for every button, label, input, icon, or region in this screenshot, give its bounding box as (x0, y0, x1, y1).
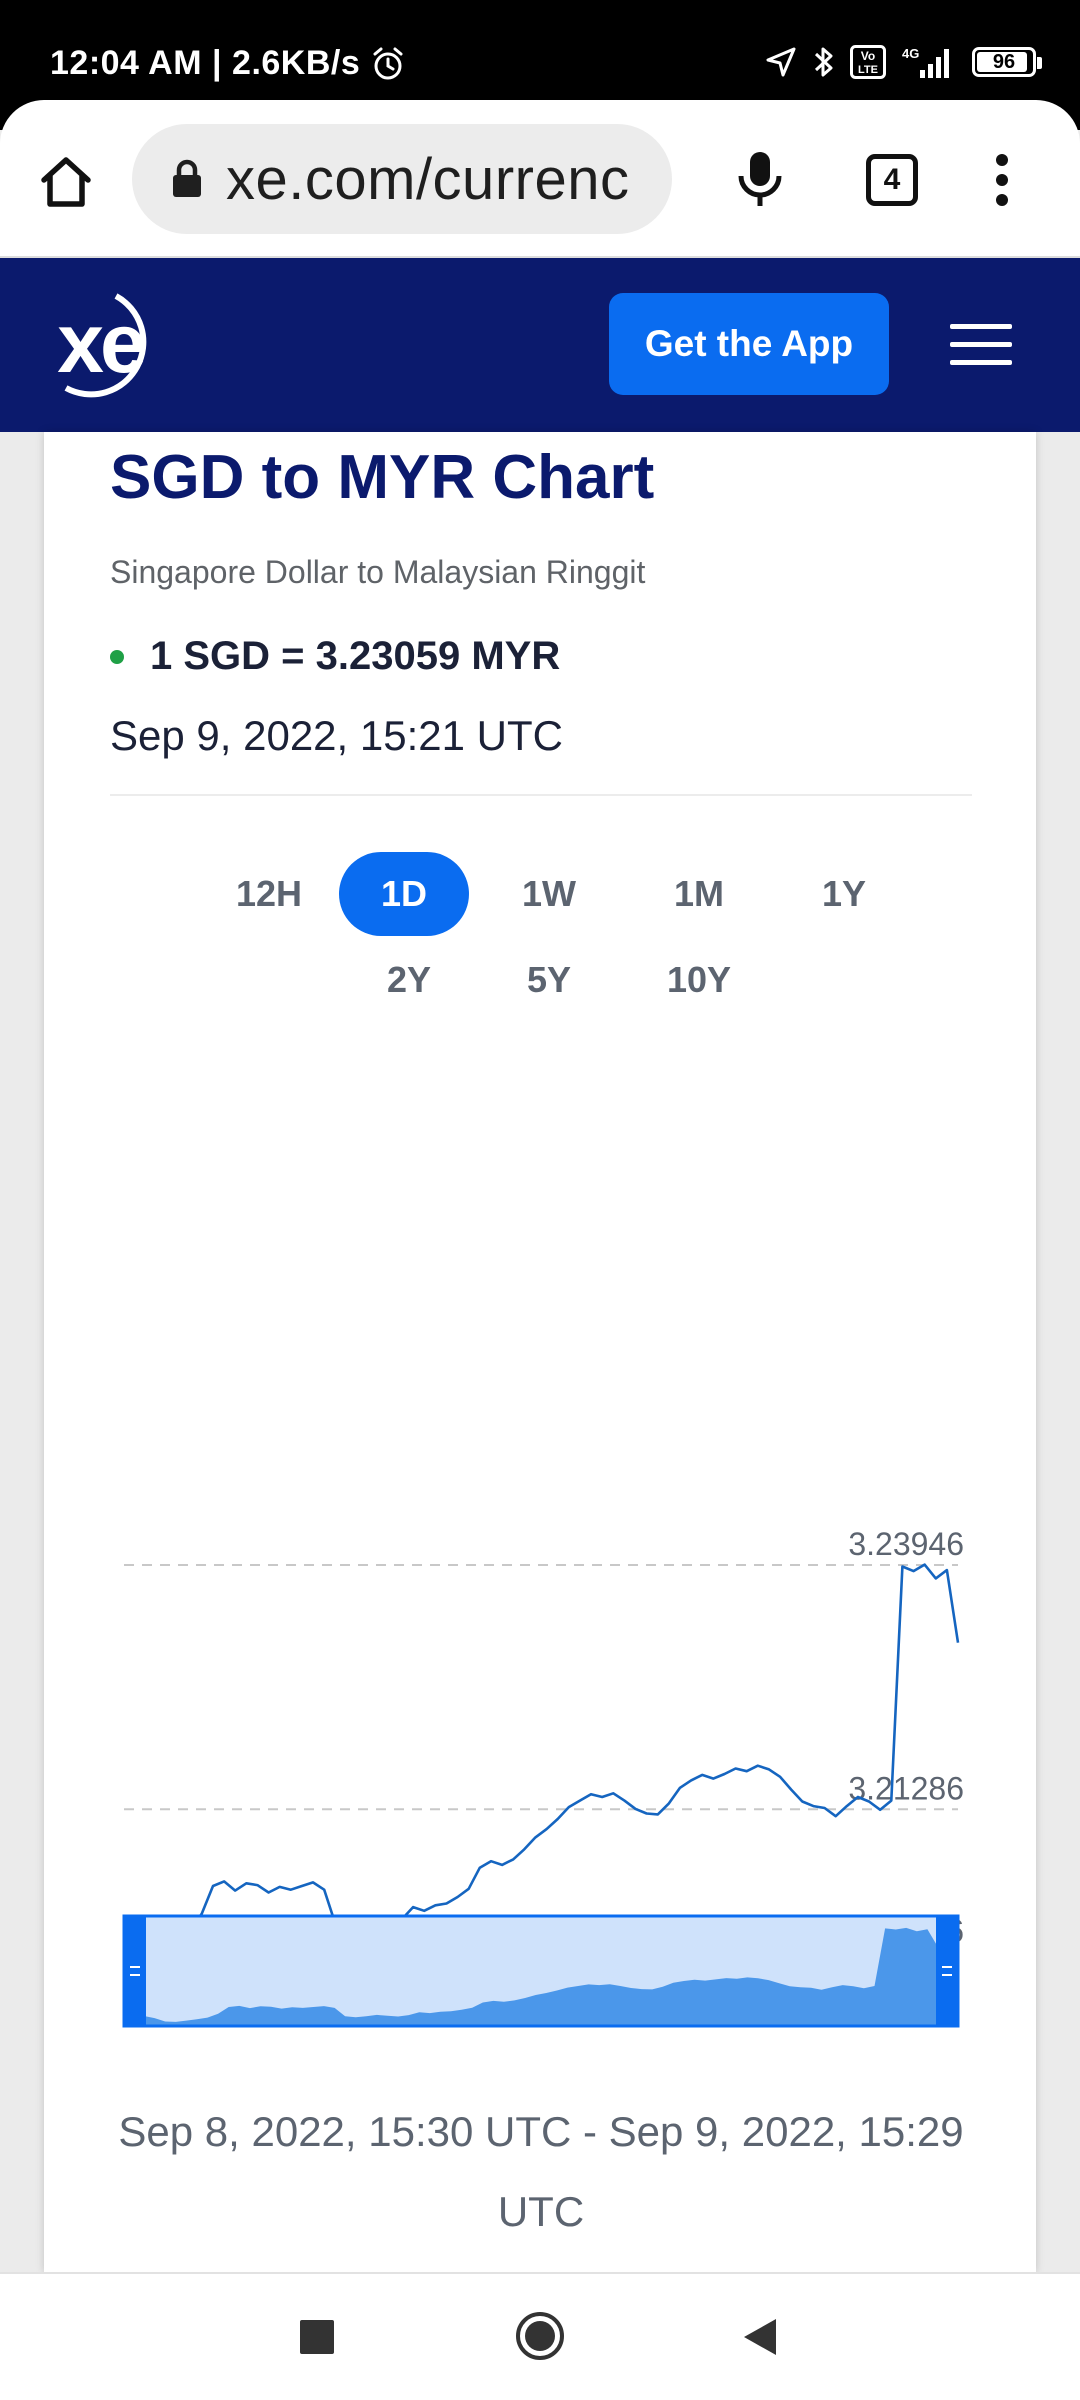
location-icon (766, 47, 796, 77)
hamburger-line (950, 324, 1012, 329)
chart-date-range: Sep 8, 2022, 15:30 UTC - Sep 9, 2022, 15… (118, 2108, 964, 2235)
battery-icon: 96 (972, 47, 1042, 77)
chart-grid (124, 1564, 958, 1811)
hamburger-line (950, 360, 1012, 365)
lock-icon (173, 159, 201, 197)
alarm-icon (373, 47, 403, 79)
home-icon[interactable] (36, 152, 96, 212)
status-time: 12:04 AM (50, 44, 203, 82)
home-circle-icon[interactable] (514, 2310, 566, 2362)
tab-switcher-button[interactable]: 4 (866, 154, 918, 206)
browser-toolbar: xe.com/currenc 4 (0, 100, 1080, 258)
tab-10y[interactable]: 10Y (666, 959, 732, 1000)
microphone-icon[interactable] (735, 148, 785, 212)
tab-1m[interactable]: 1M (673, 873, 724, 914)
site-header: xe Get the App (0, 258, 1080, 432)
tab-12h[interactable]: 12H (235, 873, 303, 914)
current-rate: 1 SGD = 3.23059 MYR (110, 634, 560, 679)
navigator-handle-bar[interactable] (936, 1916, 958, 2026)
tab-2y[interactable]: 2Y (386, 959, 432, 1000)
rate-line-series (123, 1563, 960, 1948)
battery-level: 96 (992, 50, 1016, 73)
live-indicator-icon (110, 649, 124, 664)
rate-value: 1 SGD = 3.23059 MYR (150, 634, 561, 678)
tab-1y[interactable]: 1Y (821, 873, 867, 914)
rate-timestamp: Sep 9, 2022, 15:21 UTC (110, 712, 563, 759)
hamburger-line (950, 342, 1012, 347)
bluetooth-icon (814, 47, 833, 77)
currency-pair-subtitle: Singapore Dollar to Malaysian Ringgit (110, 554, 646, 590)
chart-card: SGD to MYR Chart Singapore Dollar to Mal… (44, 432, 1036, 2272)
svg-text:LTE: LTE (858, 64, 878, 76)
status-speed: 2.6KB/s (232, 44, 361, 82)
xe-logo[interactable]: xe (32, 288, 172, 400)
network-label: 4G (902, 46, 919, 61)
navigator-area (144, 1927, 938, 2026)
back-icon[interactable] (740, 2316, 780, 2358)
tab-1w[interactable]: 1W (522, 873, 576, 914)
url-bar[interactable]: xe.com/currenc (132, 124, 672, 234)
recent-apps-icon[interactable] (300, 2320, 334, 2354)
navigator-left-handle[interactable] (124, 1916, 146, 2026)
more-vert-icon[interactable] (990, 150, 1014, 210)
divider (110, 794, 972, 796)
status-separator: | (212, 44, 223, 82)
navigator-handle-bar[interactable] (124, 1916, 146, 2026)
url-text[interactable]: xe.com/currenc (226, 146, 630, 212)
svg-text:Vo: Vo (861, 49, 875, 63)
battery-fill (977, 52, 1027, 72)
tab-1d[interactable]: 1D (339, 852, 469, 936)
status-left: 12:04 AM | 2.6KB/s (50, 44, 406, 83)
status-right: Vo LTE 4G 96 (764, 44, 1042, 80)
tab-5y[interactable]: 5Y (526, 959, 572, 1000)
signal-icon: 4G (902, 46, 949, 78)
get-the-app-button[interactable]: Get the App (609, 293, 889, 395)
navigator-right-handle[interactable] (936, 1916, 958, 2026)
svg-text:xe: xe (57, 296, 144, 390)
page-title: SGD to MYR Chart (110, 443, 655, 512)
y-tick-label: 3.23946 (848, 1526, 964, 1562)
hamburger-icon[interactable] (950, 324, 1012, 366)
volte-icon: Vo LTE (850, 45, 886, 79)
system-navigation-bar (0, 2272, 1080, 2400)
range-navigator[interactable] (122, 1914, 960, 2028)
